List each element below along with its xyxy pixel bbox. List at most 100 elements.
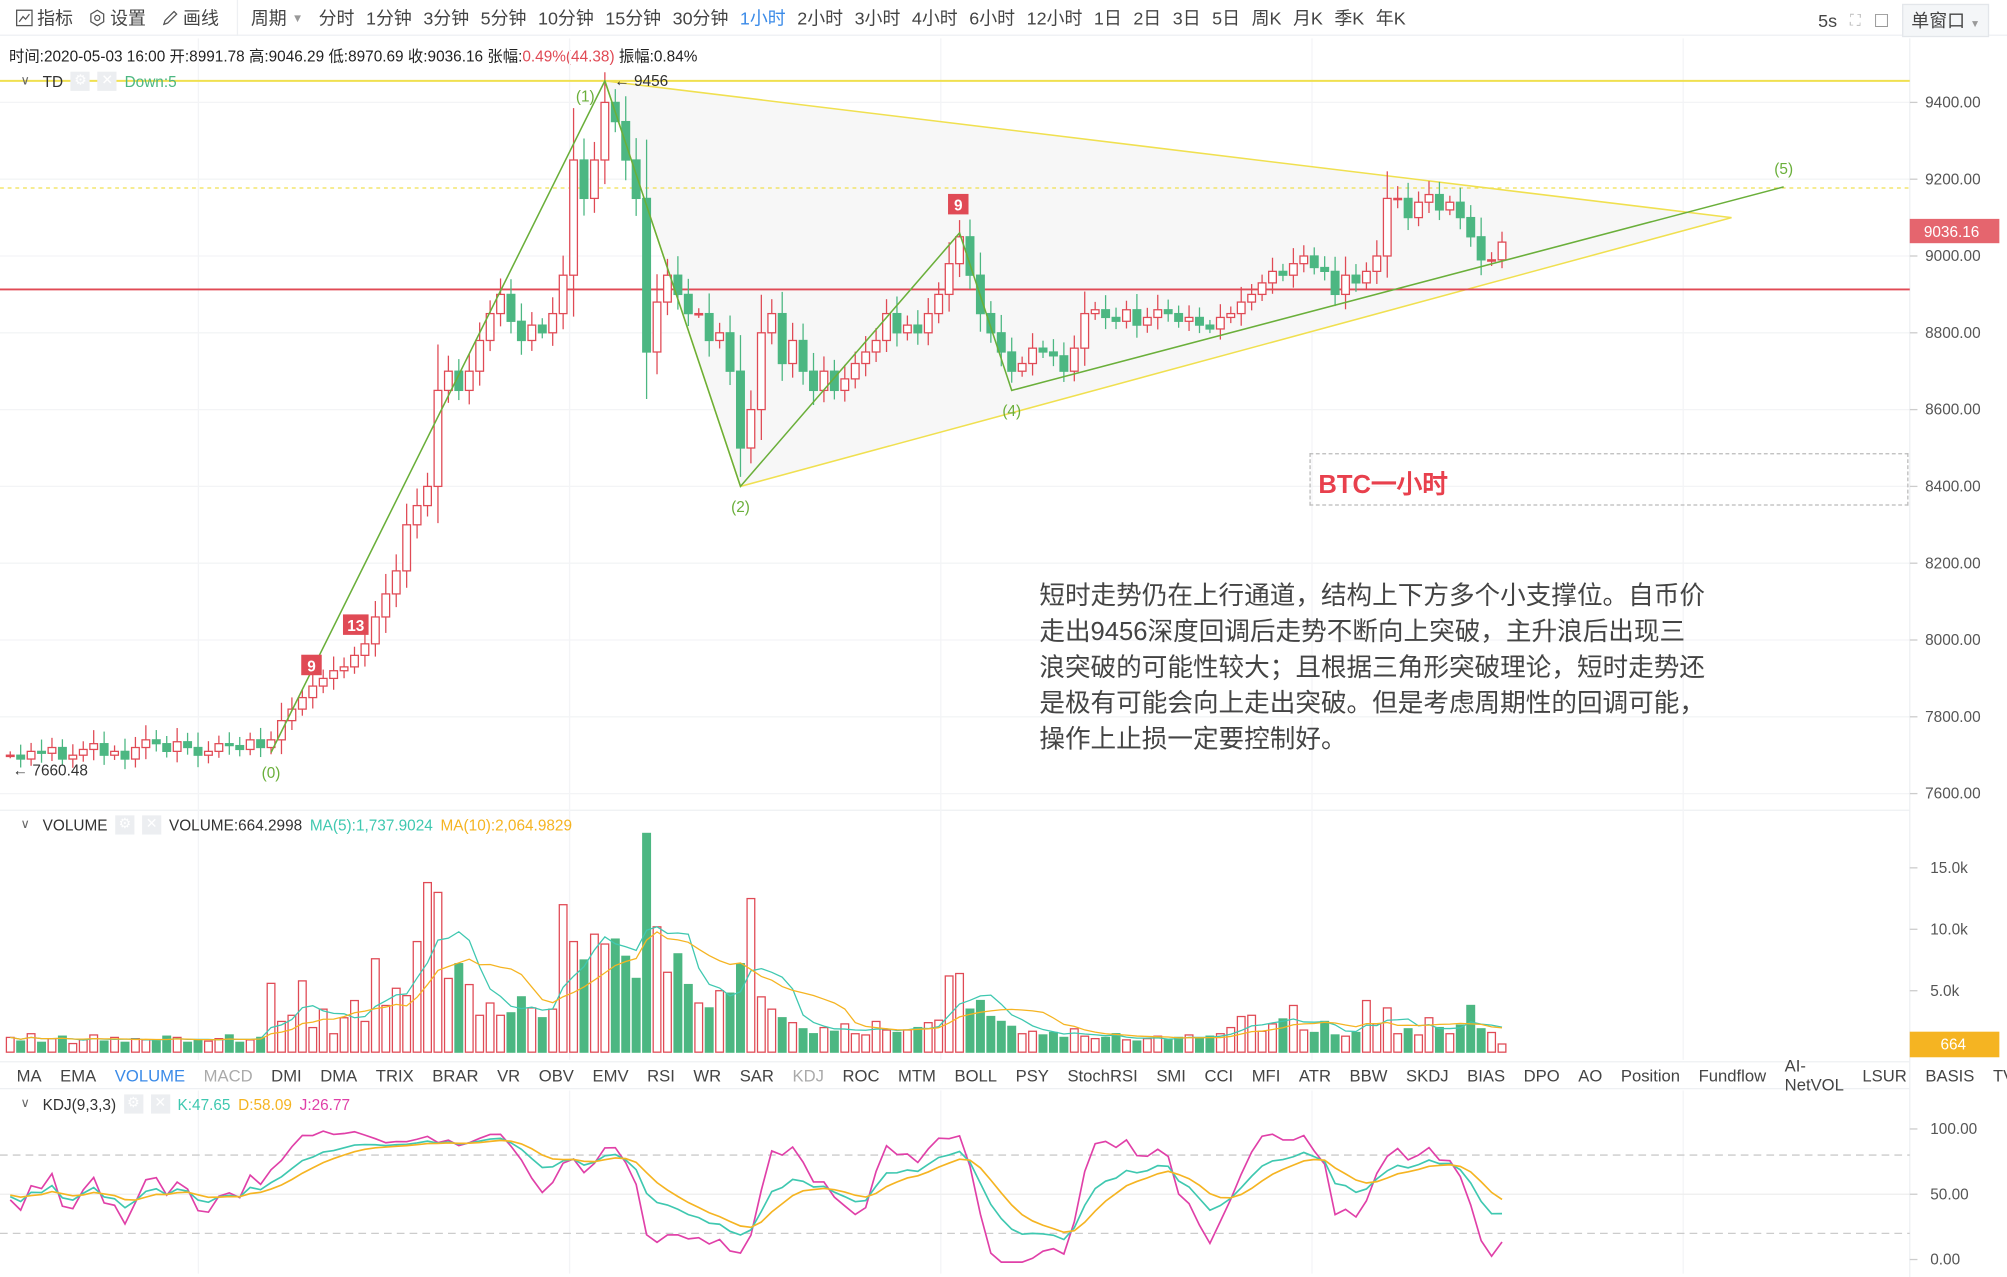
tab-sar[interactable]: SAR — [739, 1065, 774, 1085]
volume-bar — [203, 1040, 213, 1053]
tab-wr[interactable]: WR — [693, 1065, 722, 1085]
period-19[interactable]: 季K — [1334, 7, 1365, 28]
gear-icon[interactable]: ⚙ — [115, 815, 135, 835]
tab-ema[interactable]: EMA — [60, 1065, 97, 1085]
tab-emv[interactable]: EMV — [592, 1065, 629, 1085]
period-4[interactable]: 10分钟 — [538, 7, 594, 28]
refresh-interval[interactable]: 5s — [1818, 10, 1838, 31]
tab-brar[interactable]: BRAR — [432, 1065, 479, 1085]
period-2[interactable]: 3分钟 — [423, 7, 470, 28]
gear-icon[interactable]: ⚙ — [123, 1094, 143, 1114]
volume-bar — [610, 938, 620, 1053]
tab-boll[interactable]: BOLL — [954, 1065, 998, 1085]
triangle-pattern — [603, 79, 1732, 488]
settings-button[interactable]: 设置 — [88, 4, 146, 30]
candle — [381, 593, 391, 618]
tab-skdj[interactable]: SKDJ — [1406, 1065, 1449, 1085]
tab-smi[interactable]: SMI — [1156, 1065, 1186, 1085]
period-7[interactable]: 1小时 — [739, 7, 786, 28]
period-18[interactable]: 月K — [1292, 7, 1323, 28]
volume-bar — [266, 982, 276, 1053]
tab-ai-netvol[interactable]: AI-NetVOL — [1784, 1056, 1844, 1095]
period-dropdown[interactable]: 周期 ▼ — [251, 4, 303, 30]
collapse-icon[interactable]: ∨ — [20, 817, 30, 832]
period-3[interactable]: 5分钟 — [480, 7, 527, 28]
close-icon[interactable]: ✕ — [150, 1094, 170, 1114]
collapse-icon[interactable]: ∨ — [20, 74, 30, 89]
annotation-title-box[interactable]: BTC一小时 — [1309, 453, 1909, 506]
volume-bar — [986, 1015, 996, 1053]
tab-fundflow[interactable]: Fundflow — [1698, 1065, 1767, 1085]
period-14[interactable]: 2日 — [1133, 7, 1162, 28]
period-13[interactable]: 1日 — [1093, 7, 1122, 28]
close-label: 收: — [407, 47, 428, 66]
tab-atr[interactable]: ATR — [1298, 1065, 1331, 1085]
period-8[interactable]: 2小时 — [797, 7, 844, 28]
tab-tvolume[interactable]: TVolume — [1992, 1065, 2007, 1085]
gear-icon[interactable]: ⚙ — [70, 71, 91, 91]
tab-bbw[interactable]: BBW — [1349, 1065, 1388, 1085]
tab-vr[interactable]: VR — [497, 1065, 521, 1085]
tab-trix[interactable]: TRIX — [375, 1065, 414, 1085]
candle — [120, 750, 130, 760]
tab-lsur[interactable]: LSUR — [1862, 1065, 1907, 1085]
close-icon[interactable]: ✕ — [97, 71, 117, 91]
tab-dmi[interactable]: DMI — [271, 1065, 302, 1085]
volume-bar — [402, 994, 412, 1053]
period-16[interactable]: 5日 — [1212, 7, 1241, 28]
close-icon[interactable]: ✕ — [142, 815, 162, 835]
fullscreen-icon[interactable]: ⛶ — [1849, 10, 1861, 29]
period-5[interactable]: 15分钟 — [605, 7, 662, 28]
price-tick-label: 7800.00 — [1925, 709, 1981, 726]
period-15[interactable]: 3日 — [1172, 7, 1201, 28]
period-11[interactable]: 6小时 — [969, 7, 1016, 28]
window-mode-select[interactable]: 单窗口 ▼ — [1902, 3, 1990, 38]
volume-bar — [1320, 1020, 1330, 1053]
tab-dma[interactable]: DMA — [320, 1065, 358, 1085]
tab-basis[interactable]: BASIS — [1925, 1065, 1975, 1085]
tab-roc[interactable]: ROC — [842, 1065, 880, 1085]
collapse-icon[interactable]: ∨ — [20, 1096, 30, 1112]
volume-bar — [485, 1002, 495, 1053]
tab-kdj[interactable]: KDJ — [792, 1065, 824, 1085]
tab-cci[interactable]: CCI — [1204, 1065, 1234, 1085]
tab-mtm[interactable]: MTM — [898, 1065, 936, 1085]
kdj-tick-label: 0.00 — [1930, 1252, 1960, 1269]
volume-bar — [224, 1034, 234, 1053]
period-20[interactable]: 年K — [1375, 7, 1406, 28]
period-12[interactable]: 12小时 — [1026, 7, 1083, 28]
chart-line-icon — [15, 8, 33, 26]
tab-bias[interactable]: BIAS — [1467, 1065, 1506, 1085]
window-icon[interactable]: ☐ — [1873, 9, 1890, 31]
period-9[interactable]: 3小时 — [854, 7, 901, 28]
tab-volume[interactable]: VOLUME — [114, 1065, 186, 1085]
candle — [1330, 270, 1340, 296]
candle — [1361, 270, 1371, 284]
period-6[interactable]: 30分钟 — [672, 7, 729, 28]
volume-name: VOLUME — [42, 816, 108, 834]
period-1[interactable]: 1分钟 — [365, 7, 412, 28]
volume-bar — [861, 1034, 871, 1053]
tab-macd[interactable]: MACD — [203, 1065, 253, 1085]
draw-button[interactable]: 画线 — [161, 4, 219, 30]
tab-ao[interactable]: AO — [1578, 1065, 1603, 1085]
tab-psy[interactable]: PSY — [1015, 1065, 1049, 1085]
high-price-marker: ← 9456 — [614, 73, 668, 90]
tab-ma[interactable]: MA — [16, 1065, 42, 1085]
candle — [1059, 355, 1069, 372]
period-10[interactable]: 4小时 — [911, 7, 958, 28]
tab-obv[interactable]: OBV — [538, 1065, 574, 1085]
tab-stochrsi[interactable]: StochRSI — [1067, 1065, 1138, 1085]
annotation-text[interactable]: 短时走势仍在上行通道，结构上下方多个小支撑位。自币价走出9456深度回调后走势不… — [1039, 582, 1705, 754]
tab-rsi[interactable]: RSI — [647, 1065, 675, 1085]
candle — [1215, 316, 1225, 330]
period-0[interactable]: 分时 — [318, 7, 355, 28]
tab-dpo[interactable]: DPO — [1523, 1065, 1560, 1085]
volume-bar — [715, 990, 725, 1053]
period-17[interactable]: 周K — [1251, 7, 1282, 28]
indicators-button[interactable]: 指标 — [15, 4, 73, 30]
tab-mfi[interactable]: MFI — [1251, 1065, 1281, 1085]
elliott-wave-line — [270, 78, 1784, 753]
tab-position[interactable]: Position — [1620, 1065, 1681, 1085]
